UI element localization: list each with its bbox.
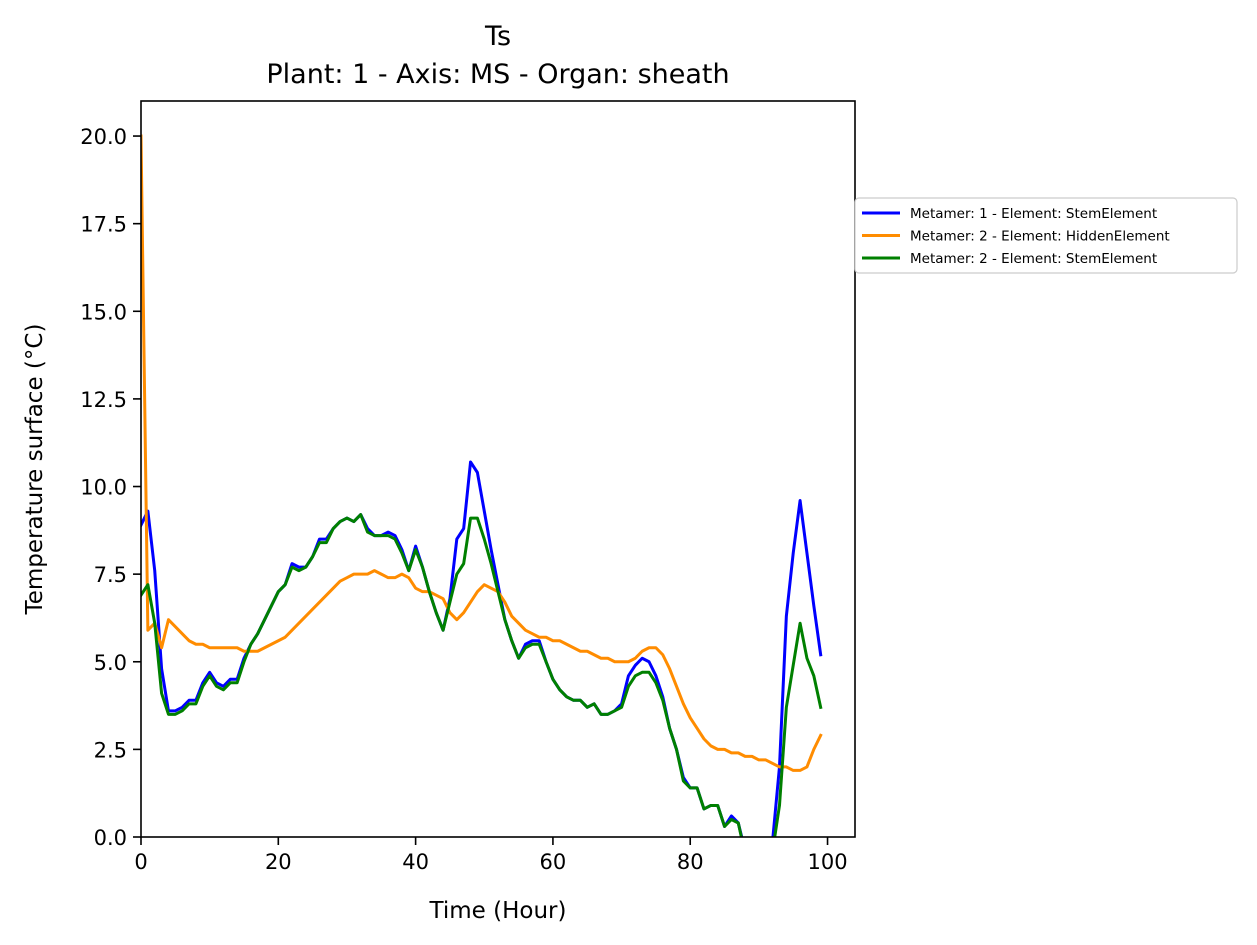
legend-box — [854, 197, 1238, 274]
y-tick-label: 20.0 — [80, 125, 127, 149]
y-tick-label: 5.0 — [94, 651, 127, 675]
series-line-3 — [141, 513, 823, 837]
y-tick-label: 17.5 — [80, 213, 127, 237]
x-tick-label: 40 — [402, 850, 429, 874]
x-tick-label: 20 — [265, 850, 292, 874]
x-axis: 0 20 40 60 80 100 — [134, 837, 848, 874]
y-tick-label: 0.0 — [94, 826, 127, 850]
y-tick-label: 2.5 — [94, 738, 127, 762]
chart-subtitle: Plant: 1 - Axis: MS - Organ: sheath — [266, 59, 729, 90]
y-axis: 0.0 2.5 5.0 7.5 10.0 12.5 15.0 17.5 20.0 — [80, 125, 141, 850]
y-tick-label: 12.5 — [80, 388, 127, 412]
x-tick-label: 60 — [540, 850, 567, 874]
y-tick-label: 7.5 — [94, 563, 127, 587]
x-axis-label: Time (Hour) — [429, 898, 567, 924]
plot-frame — [140, 100, 856, 838]
series-layer — [141, 134, 823, 837]
legend-label-3: Metamer: 2 - Element: StemElement — [910, 251, 1157, 267]
x-tick-label: 80 — [677, 850, 704, 874]
y-tick-label: 15.0 — [80, 300, 127, 324]
x-tick-label: 100 — [807, 850, 847, 874]
legend-label-1: Metamer: 1 - Element: StemElement — [910, 206, 1157, 222]
chart-title: Ts — [484, 21, 511, 52]
x-tick-label: 0 — [134, 850, 147, 874]
y-axis-label: Temperature surface (°C) — [22, 324, 48, 616]
series-line-2 — [141, 134, 823, 772]
legend: Metamer: 1 - Element: StemElement Metamer… — [854, 197, 1238, 274]
legend-label-2: Metamer: 2 - Element: HiddenElement — [910, 229, 1170, 245]
y-tick-label: 10.0 — [80, 476, 127, 500]
